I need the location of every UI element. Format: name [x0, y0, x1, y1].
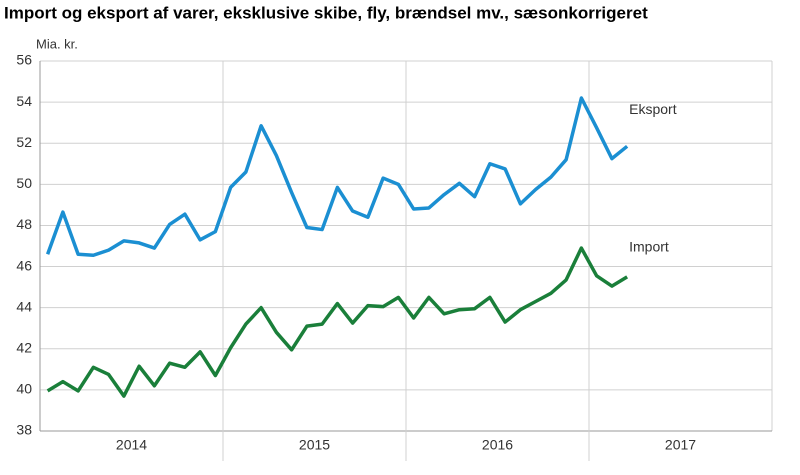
y-tick-label: 42	[16, 339, 32, 355]
y-tick-label: 56	[16, 52, 32, 68]
y-tick-label: 54	[16, 93, 32, 109]
y-tick-label: 52	[16, 134, 32, 150]
line-series	[45, 96, 629, 257]
x-tick-label: 2015	[299, 437, 330, 453]
y-unit: Mia. kr.	[36, 36, 78, 51]
y-tick-label: 48	[16, 216, 32, 232]
y-tick-label: 46	[16, 257, 32, 273]
x-tick-label: 2016	[482, 437, 513, 453]
y-tick-label: 40	[16, 381, 32, 397]
x-tick-label: 2014	[116, 437, 147, 453]
line-series	[46, 246, 629, 398]
y-tick-label: 50	[16, 175, 32, 191]
y-tick-label: 38	[16, 422, 32, 438]
x-tick-label: 2017	[665, 437, 696, 453]
series-label: Eksport	[629, 101, 677, 117]
series-label: Import	[629, 239, 669, 255]
y-tick-label: 44	[16, 298, 32, 314]
chart-title: Import og eksport af varer, eksklusive s…	[4, 3, 648, 22]
